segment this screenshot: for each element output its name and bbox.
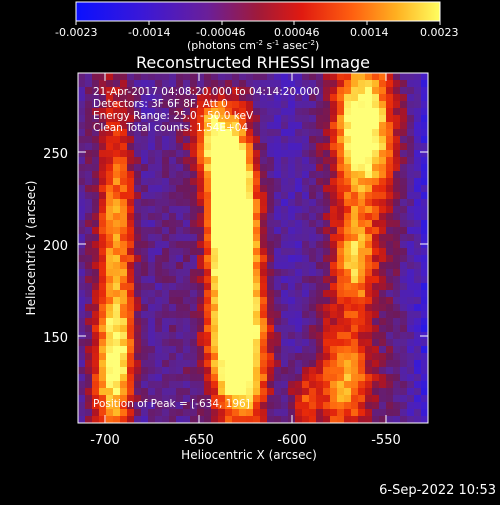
y-tick-label: 200: [43, 239, 68, 254]
colorbar-gradient: [75, 1, 441, 22]
colorbar-tick-label: 0.0023: [420, 26, 459, 39]
info-time-range: 21-Apr-2017 04:08:20.000 to 04:14:20.000: [93, 86, 320, 98]
x-tick-label: -700: [90, 433, 120, 448]
info-energy-range: Energy Range: 25.0 - 50.0 keV: [93, 110, 254, 122]
plot-title: Reconstructed RHESSI Image: [136, 53, 370, 72]
colorbar-tick-label: -0.0014: [128, 26, 170, 39]
colorbar-unit-label: (photons cm-2 s-1 asec-2): [187, 39, 319, 52]
colorbar-tick-label: 0.00046: [274, 26, 320, 39]
footer-date: 6-Sep-2022 10:53: [379, 483, 496, 498]
y-axis-label: Heliocentric Y (arcsec): [24, 181, 38, 316]
colorbar-tick-label: 0.0014: [350, 26, 389, 39]
colorbar-tick-label: -0.00046: [196, 26, 245, 39]
x-tick-label: -600: [277, 433, 307, 448]
colorbar-tick-label: -0.0023: [55, 26, 97, 39]
observation-info: 21-Apr-2017 04:08:20.000 to 04:14:20.000…: [93, 86, 320, 134]
x-tick-label: -650: [184, 433, 214, 448]
rhessi-image-heatmap: [78, 73, 428, 423]
y-tick-label: 150: [43, 331, 68, 346]
info-detectors: Detectors: 3F 6F 8F, Att 0: [93, 98, 228, 110]
x-axis-label: Heliocentric X (arcsec): [181, 448, 317, 462]
y-tick-label: 250: [43, 147, 68, 162]
info-clean-counts: Clean Total counts: 1.54E+04: [93, 122, 248, 134]
axis-ticks: [78, 73, 428, 423]
colorbar: -0.0023 -0.0014 -0.00046 0.00046 0.0014 …: [55, 1, 459, 52]
x-tick-label: -550: [371, 433, 401, 448]
plot-frame: [77, 72, 429, 424]
peak-position-label: Position of Peak = [-634, 196]: [93, 398, 250, 410]
colorbar-ticks: [75, 21, 441, 25]
